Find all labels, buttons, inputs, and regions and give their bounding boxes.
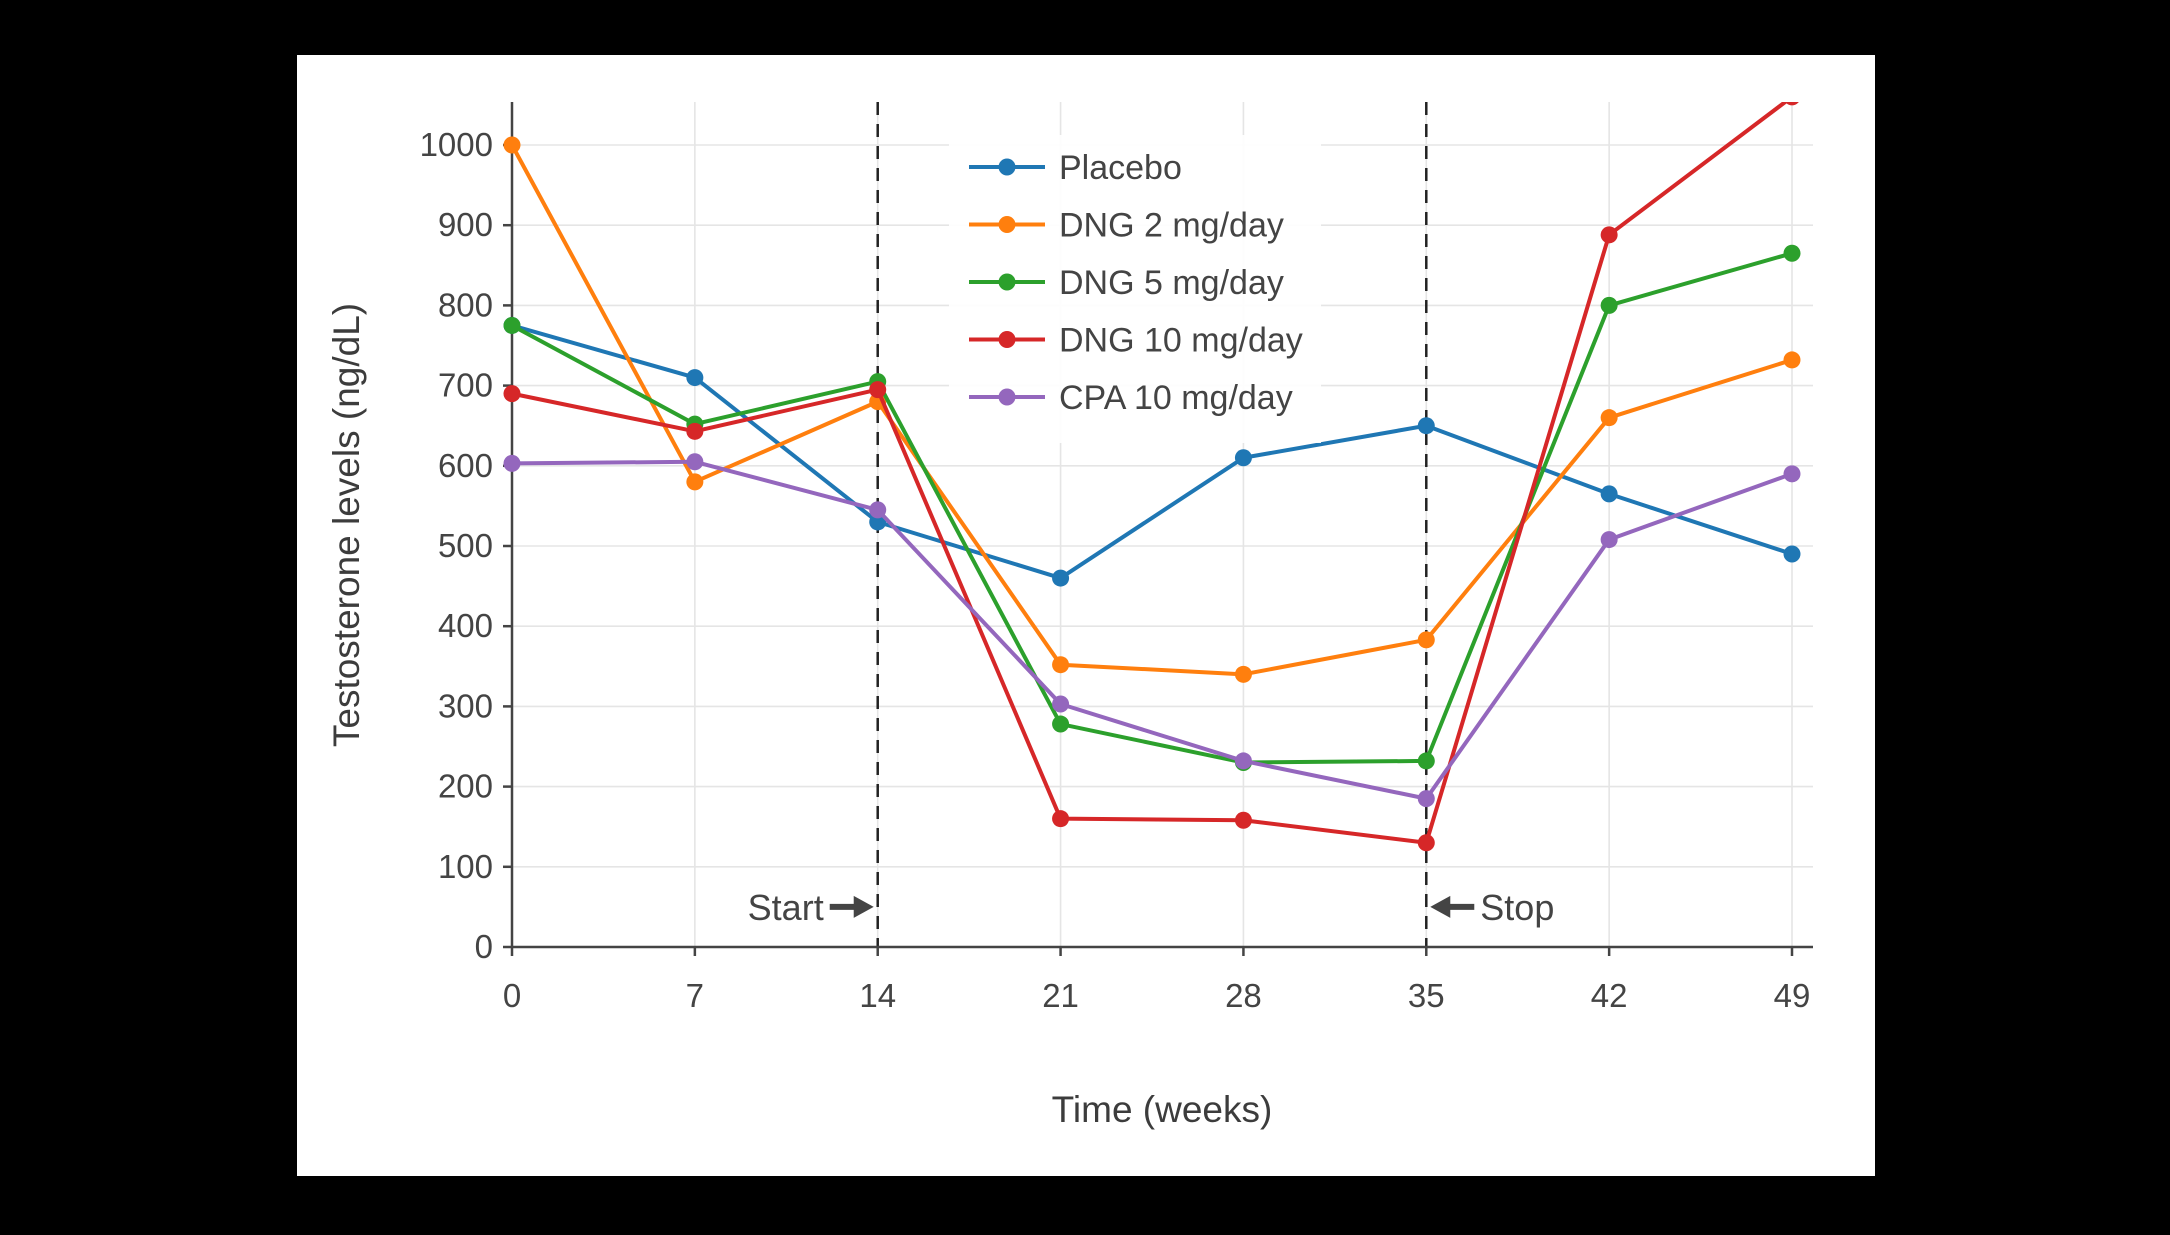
legend-marker: [998, 158, 1016, 176]
series-dng-10-mg-day: [503, 102, 1799, 852]
data-point-cpa-10-mg-day: [1052, 695, 1070, 713]
series-line-dng-10-mg-day: [511, 102, 1789, 845]
data-point-placebo: [1417, 417, 1435, 435]
series-line-cpa-10-mg-day: [511, 459, 1793, 801]
y-tick-label: 300: [438, 687, 493, 724]
y-tick-label: 700: [438, 367, 493, 404]
stop-annotation: Stop: [1430, 887, 1554, 928]
y-tick-label: 600: [438, 447, 493, 484]
x-tick-label: 35: [1408, 977, 1445, 1014]
data-point-dng-10-mg-day: [1417, 834, 1435, 852]
start-annotation: Start: [748, 887, 874, 928]
chart-panel: 0 7 14 21 28 35 42 49 0 100 200 300 400 500 600 700 800 9…: [297, 55, 1875, 1176]
data-point-placebo: [1052, 569, 1070, 587]
data-point-dng-2-mg-day: [1783, 351, 1801, 369]
legend-item-cpa-10-mg-day[interactable]: CPA 10 mg/day: [969, 379, 1293, 417]
data-point-placebo: [686, 369, 704, 387]
data-point-dng-10-mg-day: [1234, 811, 1252, 829]
data-point-cpa-10-mg-day: [1234, 752, 1252, 770]
x-tick-label: 21: [1042, 977, 1079, 1014]
y-tick-label: 1000: [420, 126, 493, 163]
data-point-dng-5-mg-day: [1417, 752, 1435, 770]
data-point-cpa-10-mg-day: [686, 453, 704, 471]
data-point-dng-2-mg-day: [1234, 665, 1252, 683]
data-point-dng-10-mg-day: [869, 381, 887, 399]
legend-label: DNG 5 mg/day: [1059, 264, 1284, 302]
arrow-head-icon: [853, 895, 874, 918]
data-point-dng-10-mg-day: [686, 422, 704, 440]
legend-label: DNG 2 mg/day: [1059, 207, 1284, 245]
legend-marker: [998, 388, 1016, 406]
data-point-cpa-10-mg-day: [869, 501, 887, 519]
y-tick-label: 200: [438, 768, 493, 805]
data-point-dng-10-mg-day: [503, 385, 521, 403]
data-point-dng-2-mg-day: [1417, 631, 1435, 649]
data-point-dng-2-mg-day: [1052, 656, 1070, 674]
y-tick-label: 800: [438, 286, 493, 323]
x-tick-label: 14: [859, 977, 896, 1014]
legend-item-dng-2-mg-day[interactable]: DNG 2 mg/day: [969, 207, 1284, 245]
series-placebo: [503, 316, 1801, 587]
legend-marker: [998, 331, 1016, 348]
arrow-head-icon: [1430, 895, 1451, 918]
legend-marker: [998, 273, 1016, 291]
legend-item-dng-10-mg-day[interactable]: DNG 10 mg/day: [969, 322, 1303, 360]
data-point-cpa-10-mg-day: [1600, 531, 1618, 549]
stop-label: Stop: [1480, 887, 1554, 928]
y-tick-label: 900: [438, 206, 493, 243]
data-point-placebo: [1783, 545, 1801, 563]
legend-label: Placebo: [1059, 149, 1182, 187]
data-point-dng-5-mg-day: [1600, 296, 1618, 314]
data-point-dng-5-mg-day: [503, 316, 521, 334]
data-point-cpa-10-mg-day: [1417, 790, 1435, 808]
x-tick-label: 0: [503, 977, 521, 1014]
legend-label: CPA 10 mg/day: [1059, 379, 1293, 417]
y-tick-label: 100: [438, 848, 493, 885]
x-tick-label: 7: [686, 977, 704, 1014]
data-point-dng-2-mg-day: [686, 473, 704, 491]
data-point-dng-10-mg-day: [1600, 226, 1618, 244]
y-tick-label: 500: [438, 527, 493, 564]
x-axis-title: Time (weeks): [1052, 1089, 1273, 1130]
data-point-dng-5-mg-day: [1052, 715, 1070, 733]
data-point-placebo: [869, 513, 887, 531]
x-tick-label: 42: [1591, 977, 1628, 1014]
y-tick-label: 400: [438, 607, 493, 644]
testosterone-line-chart: 0 7 14 21 28 35 42 49 0 100 200 300 400 500 600 700 800 9…: [326, 102, 1813, 1130]
data-point-cpa-10-mg-day: [503, 454, 521, 472]
data-point-dng-2-mg-day: [503, 136, 521, 154]
data-point-dng-2-mg-day: [1600, 409, 1618, 427]
data-point-dng-10-mg-day: [1785, 102, 1799, 106]
y-tick-label: 0: [475, 928, 493, 965]
series-cpa-10-mg-day: [503, 453, 1801, 808]
start-label: Start: [748, 887, 824, 928]
y-axis-title: Testosterone levels (ng/dL): [326, 303, 367, 747]
x-tick-label: 49: [1774, 977, 1811, 1014]
series-line-dng-5-mg-day: [511, 251, 1793, 765]
x-tick-label: 28: [1225, 977, 1262, 1014]
data-point-cpa-10-mg-day: [1783, 465, 1801, 483]
legend-item-dng-5-mg-day[interactable]: DNG 5 mg/day: [969, 264, 1284, 302]
series-line-placebo: [511, 323, 1793, 581]
legend-label: DNG 10 mg/day: [1059, 322, 1303, 360]
data-point-dng-10-mg-day: [1052, 810, 1070, 828]
data-point-dng-5-mg-day: [1783, 244, 1801, 262]
data-point-placebo: [1600, 485, 1618, 503]
legend-item-placebo[interactable]: Placebo: [969, 149, 1182, 187]
data-point-placebo: [1234, 449, 1252, 467]
legend-marker: [998, 216, 1016, 233]
